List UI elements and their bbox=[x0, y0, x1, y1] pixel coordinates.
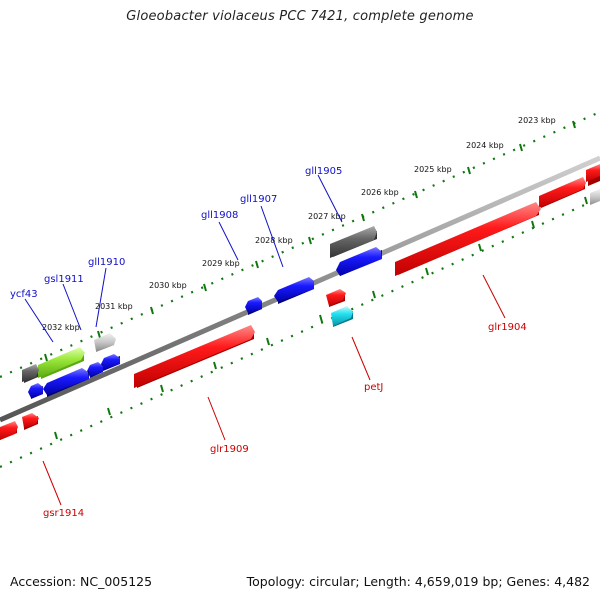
gene-red-small-mid[interactable] bbox=[326, 289, 346, 307]
kbp-label-2029: 2029 kbp bbox=[202, 259, 240, 268]
gene-glr1904[interactable] bbox=[395, 202, 541, 276]
major-tick-2027 bbox=[361, 213, 365, 222]
gene-gll1910-light[interactable] bbox=[94, 333, 116, 352]
gene-feature-red-edge[interactable] bbox=[586, 164, 600, 186]
major-tick-2023 bbox=[572, 120, 576, 129]
major-tick-2024 bbox=[519, 143, 523, 152]
gene-label-glr1909: glr1909 bbox=[210, 444, 249, 455]
major-tick-2031 bbox=[150, 306, 154, 315]
gene-label-gll1908: gll1908 bbox=[201, 210, 238, 221]
gene-feature-light-edge[interactable] bbox=[590, 189, 600, 205]
gene-blue-left-small-b[interactable] bbox=[87, 362, 103, 378]
gene-labels: gll1905 gll1907 gll1908 gll1910 gsl1911 … bbox=[10, 166, 527, 519]
gene-label-gsr1914: gsr1914 bbox=[43, 508, 84, 519]
map-title: Gloeobacter violaceus PCC 7421, complete… bbox=[126, 9, 474, 24]
gene-gll1908[interactable] bbox=[245, 297, 262, 315]
major-tick-2033 bbox=[44, 353, 48, 362]
major-tick-2032 bbox=[97, 330, 101, 339]
major-tick-2030 bbox=[203, 283, 207, 292]
gene-glr1909[interactable] bbox=[134, 325, 255, 388]
gene-blue-left-small-a[interactable] bbox=[101, 354, 120, 371]
outer-tick-track bbox=[0, 110, 600, 379]
gene-blue-left-tiny[interactable] bbox=[28, 383, 43, 399]
forward-strand-features bbox=[0, 164, 600, 440]
gene-label-gll1910: gll1910 bbox=[88, 257, 125, 268]
inner-tick-track bbox=[0, 196, 600, 469]
gene-gsr1914[interactable] bbox=[22, 413, 39, 430]
gene-label-glr1904: glr1904 bbox=[488, 322, 527, 333]
gene-gll1905[interactable] bbox=[336, 247, 382, 276]
kbp-label-2031: 2031 kbp bbox=[95, 302, 133, 311]
kbp-label-2027: 2027 kbp bbox=[308, 212, 346, 221]
gene-gsl1911-lime[interactable] bbox=[38, 347, 85, 379]
gene-label-gll1905: gll1905 bbox=[305, 166, 342, 177]
gene-label-gsl1911: gsl1911 bbox=[44, 274, 84, 285]
gene-label-ycf43: ycf43 bbox=[10, 289, 38, 300]
major-tick-2029 bbox=[255, 260, 259, 269]
gene-petJ[interactable] bbox=[331, 306, 353, 327]
kbp-label-2026: 2026 kbp bbox=[361, 188, 399, 197]
gene-blue-left-long[interactable] bbox=[43, 368, 89, 397]
major-tick-2025 bbox=[467, 166, 471, 175]
major-tick-2026 bbox=[414, 190, 418, 199]
accession-text: Accession: NC_005125 bbox=[10, 574, 153, 589]
gene-feature-red-far-right[interactable] bbox=[539, 177, 586, 208]
genome-summary-text: Topology: circular; Length: 4,659,019 bp… bbox=[246, 574, 590, 589]
gene-label-petJ: petJ bbox=[364, 382, 383, 393]
kbp-label-2030: 2030 kbp bbox=[149, 281, 187, 290]
gene-gll1907[interactable] bbox=[274, 277, 314, 304]
kbp-label-2025: 2025 kbp bbox=[414, 165, 452, 174]
gene-gll1905-rna[interactable] bbox=[330, 226, 377, 258]
gene-ycf43-gray[interactable] bbox=[22, 364, 39, 383]
kbp-label-2024: 2024 kbp bbox=[466, 141, 504, 150]
kbp-label-2023: 2023 kbp bbox=[518, 116, 556, 125]
gene-label-gll1907: gll1907 bbox=[240, 194, 277, 205]
kbp-label-2032: 2032 kbp bbox=[42, 323, 80, 332]
kbp-labels: 2023 kbp 2024 kbp 2025 kbp 2026 kbp 2027… bbox=[42, 116, 556, 332]
major-tick-2028 bbox=[308, 236, 312, 245]
leader-lines bbox=[24, 174, 506, 506]
gene-red-edge-left[interactable] bbox=[0, 421, 18, 440]
